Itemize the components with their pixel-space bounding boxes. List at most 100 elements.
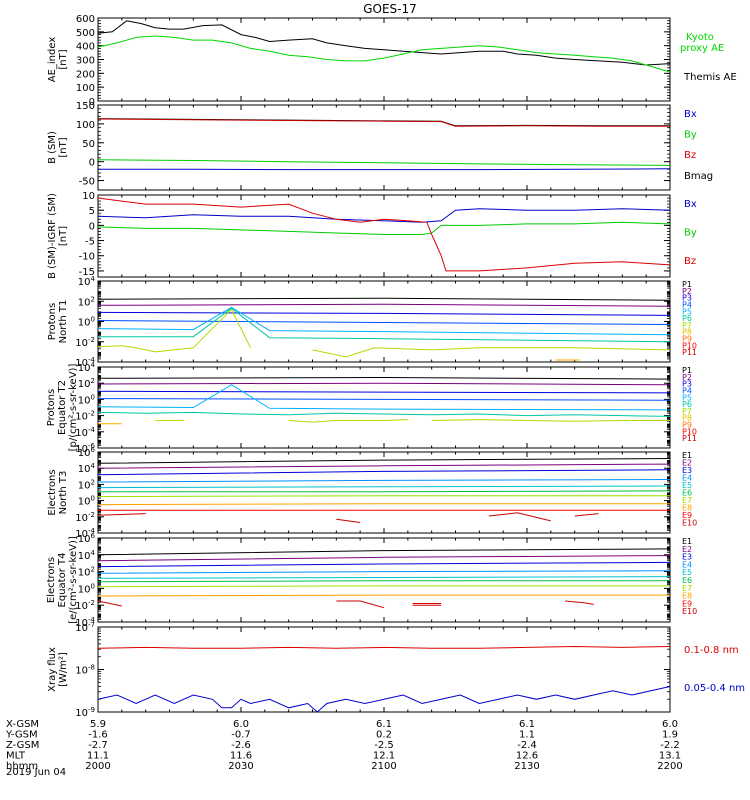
legend-entry: P6 [682,400,692,409]
legend-entry: P7 [682,407,692,416]
x-axis-row-label: X-GSM [6,719,39,730]
series-line-p7b [312,347,671,358]
series-line-bx [98,168,671,171]
y-tick-label: 0 [89,221,95,232]
series-line-e2 [97,555,671,562]
y-tick-label: 600 [76,14,95,25]
y-tick-label: 0 [89,97,95,108]
legend-entry: E4 [682,560,692,569]
y-axis-label: North T3 [58,471,69,515]
legend-entry: E1 [682,537,692,546]
y-axis-label: [W/m²] [58,652,69,687]
series-line-bx [97,208,671,223]
series-line-e10 [97,600,122,607]
x-axis-value: -0.7 [231,730,251,741]
legend-entry: By [684,228,697,239]
x-axis-value: -2.5 [374,740,394,751]
y-axis-label: North T1 [58,300,69,344]
y-tick-label: 100 [76,120,95,131]
y-tick-label: 106 [78,446,96,459]
y-axis-label: Equator T4 [57,553,68,608]
y-tick-label: 150 [76,101,95,112]
series-line-p6 [98,307,671,343]
legend-entry: P1 [682,366,692,375]
y-tick-label: 10 [82,191,95,202]
x-axis-value: 2030 [228,761,253,772]
panel-frame [97,104,671,191]
legend-entry: Bx [684,109,697,120]
figure-title: GOES-17 [363,2,417,16]
series-line-e3 [97,561,671,568]
legend-entry: P11 [682,434,697,443]
legend-entry: P2 [682,373,692,382]
legend-entry: E5 [682,481,692,490]
y-tick-label: 102 [78,566,95,579]
y-axis-label: AE_index [47,37,58,83]
series-line-e5 [97,485,671,489]
x-axis-value: 6.1 [376,719,392,730]
x-axis-value: -2.7 [88,740,108,751]
y-tick-label: 102 [78,295,95,308]
series-line-p7b [288,419,408,423]
x-axis-value: 12.1 [373,751,395,762]
x-axis-value: -1.6 [88,730,108,741]
series-line-e7 [97,585,670,588]
x-axis-row-label: hhmm [6,761,38,772]
series-line-p2 [97,382,671,386]
legend-entry: P10 [682,427,697,436]
y-axis-label: [nT] [58,226,69,246]
legend-entry: P8 [682,328,692,337]
y-tick-label: 106 [78,532,96,545]
legend-entry: 0.05-0.4 nm [684,683,745,694]
legend-entry: E8 [682,504,692,513]
series-line-p5 [97,384,671,411]
series-line-e1 [97,458,671,464]
y-axis-label: Electrons [47,469,58,515]
legend-entry: P5 [682,307,692,316]
legend-entry: E10 [682,519,697,528]
series-line-e4 [97,479,671,483]
legend-entry: P9 [682,335,692,344]
y-tick-label: 10-4 [75,616,95,629]
date-label: 2019 Jun 04 [6,767,66,778]
series-line-p4 [97,320,671,325]
series-line-e6 [97,580,670,583]
y-axis-label: Electrons [46,557,57,603]
series-line-0-05-0-4-nm [97,686,671,713]
y-tick-label: 104 [78,361,96,374]
series-line-p3 [97,390,671,394]
y-tick-label: -15 [79,267,95,278]
legend-entry: E1 [682,451,692,460]
series-line-0-1-0-8-nm [97,645,671,649]
y-axis-label: B (SM)-IGRF (SM) [47,193,58,279]
legend-entry: E9 [682,599,692,608]
legend-entry: Bz [684,150,696,161]
x-axis-value: 1.1 [519,730,535,741]
series-line-kyoto-proxy-ae [97,35,671,73]
x-axis-value: 11.6 [230,751,252,762]
legend-entry: E6 [682,489,692,498]
series-line-e10d [574,513,599,517]
legend-entry: P5 [682,393,692,402]
legend-entry: P10 [682,341,697,350]
y-axis-label: B (SM) [47,131,58,164]
y-axis-label: Equator T2 [57,380,68,435]
y-axis-label: [nT] [58,137,69,157]
series-line-bz [97,118,670,127]
series-line-by [97,159,671,166]
series-line-e10e [565,600,594,605]
legend-entry: P4 [682,300,692,309]
legend-entry: E8 [682,592,692,601]
x-axis-value: 0.2 [376,730,392,741]
y-tick-label: 100 [78,393,95,406]
series-line-e10b [336,518,361,523]
series-line-p4 [97,398,671,401]
legend-entry: Bz [684,256,696,267]
y-tick-label: 100 [76,83,95,94]
x-axis-row-label: Y-GSM [5,730,38,741]
legend-entry: Bmag [684,171,713,182]
series-line-e10c [488,512,551,522]
y-tick-label: -10 [79,252,95,263]
x-axis-value: 6.1 [519,719,535,730]
